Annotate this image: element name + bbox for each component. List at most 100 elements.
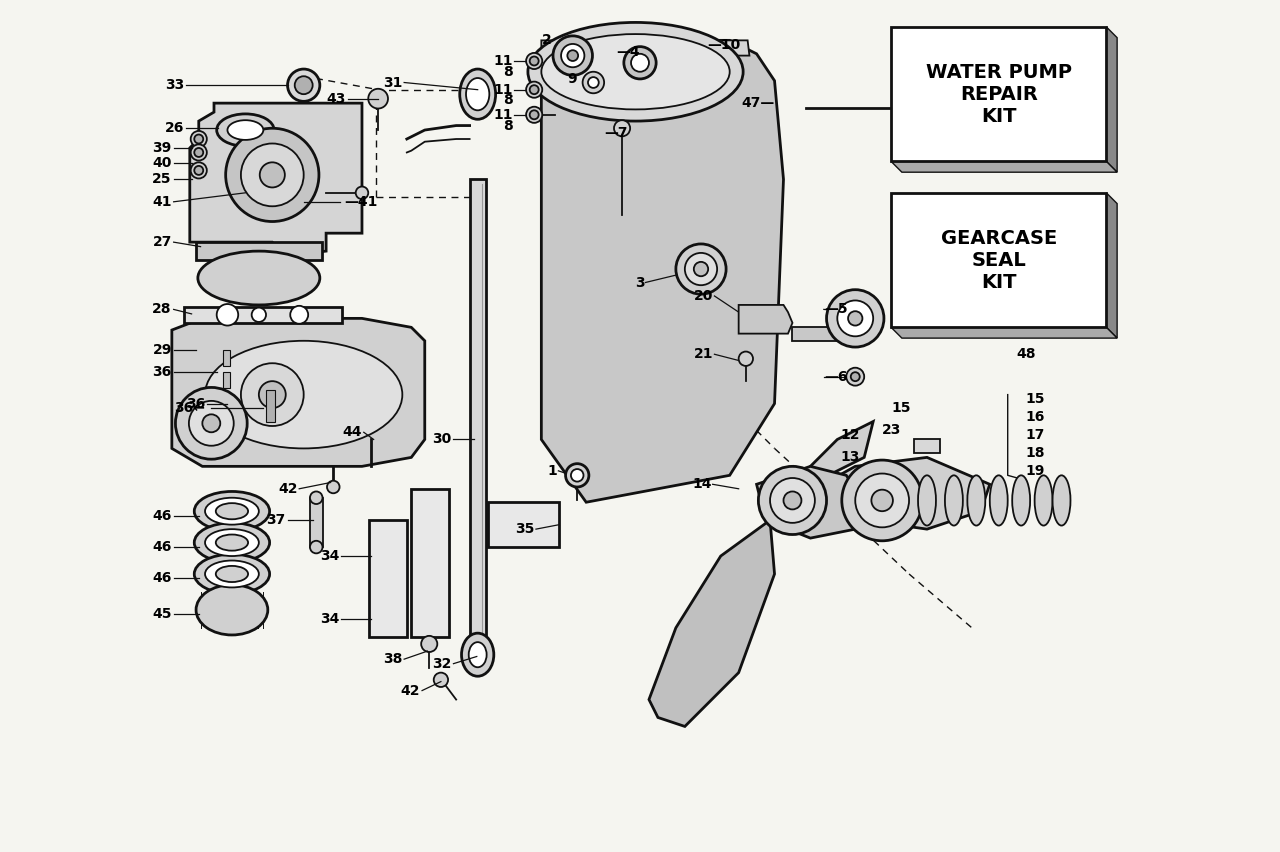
Ellipse shape — [918, 475, 936, 526]
Text: 35: 35 — [515, 522, 534, 536]
Circle shape — [685, 253, 717, 285]
Text: 36: 36 — [186, 396, 205, 411]
Circle shape — [694, 262, 708, 276]
Text: 41: 41 — [152, 195, 172, 209]
Circle shape — [294, 76, 312, 95]
Text: —5: —5 — [824, 302, 847, 316]
Circle shape — [191, 163, 207, 178]
Ellipse shape — [195, 555, 270, 594]
Circle shape — [260, 163, 285, 187]
Polygon shape — [815, 458, 989, 529]
Bar — [223, 372, 230, 389]
Ellipse shape — [1052, 475, 1070, 526]
Text: 8: 8 — [503, 65, 513, 78]
Circle shape — [614, 120, 630, 136]
Text: 15: 15 — [891, 401, 910, 415]
Text: —7: —7 — [604, 126, 627, 140]
Text: GEARCASE
SEAL
KIT: GEARCASE SEAL KIT — [941, 228, 1057, 291]
Circle shape — [252, 308, 266, 322]
Text: 26: 26 — [165, 121, 184, 135]
Circle shape — [567, 50, 579, 61]
Text: 30: 30 — [433, 433, 452, 446]
Circle shape — [582, 72, 604, 93]
Text: 28: 28 — [152, 302, 172, 316]
Text: —10: —10 — [708, 37, 741, 52]
Text: 27: 27 — [152, 235, 172, 249]
Circle shape — [241, 143, 303, 206]
Text: 39: 39 — [152, 141, 172, 155]
Circle shape — [739, 352, 753, 366]
Text: 46: 46 — [152, 509, 172, 522]
Text: 13: 13 — [841, 451, 860, 464]
Text: 40: 40 — [152, 156, 172, 170]
Circle shape — [842, 460, 923, 541]
Circle shape — [561, 44, 585, 67]
Bar — [488, 502, 559, 547]
Circle shape — [530, 110, 539, 119]
Text: —4: —4 — [616, 45, 640, 59]
Polygon shape — [541, 40, 783, 502]
Circle shape — [225, 129, 319, 222]
Text: 29: 29 — [152, 343, 172, 357]
Circle shape — [526, 106, 543, 123]
Circle shape — [855, 474, 909, 527]
Bar — [223, 350, 230, 366]
Text: 34: 34 — [320, 549, 339, 563]
Circle shape — [216, 304, 238, 325]
Circle shape — [195, 135, 204, 143]
Circle shape — [434, 672, 448, 687]
Circle shape — [758, 466, 827, 534]
Text: 34: 34 — [320, 612, 339, 626]
Bar — [891, 27, 1106, 161]
Ellipse shape — [205, 498, 259, 525]
Polygon shape — [184, 307, 342, 323]
Circle shape — [191, 144, 207, 160]
Text: 18: 18 — [1025, 446, 1046, 460]
Text: 38: 38 — [383, 652, 402, 666]
Ellipse shape — [1034, 475, 1052, 526]
Polygon shape — [792, 327, 855, 341]
Text: 11: 11 — [493, 108, 513, 122]
Circle shape — [202, 414, 220, 432]
Circle shape — [571, 469, 584, 481]
Ellipse shape — [195, 492, 270, 531]
Text: 8: 8 — [503, 94, 513, 107]
Circle shape — [846, 368, 864, 386]
Polygon shape — [1106, 27, 1117, 172]
Circle shape — [588, 78, 599, 88]
Circle shape — [553, 36, 593, 75]
Bar — [891, 193, 1106, 327]
Text: 48: 48 — [1016, 348, 1037, 361]
Circle shape — [783, 492, 801, 509]
Bar — [411, 489, 449, 636]
Text: 12: 12 — [840, 428, 860, 442]
Ellipse shape — [205, 529, 259, 556]
Ellipse shape — [228, 120, 264, 140]
Circle shape — [310, 541, 323, 553]
Text: 3: 3 — [635, 275, 645, 290]
Circle shape — [771, 478, 815, 523]
Circle shape — [631, 54, 649, 72]
Polygon shape — [891, 161, 1117, 172]
Text: 42: 42 — [401, 683, 420, 698]
Ellipse shape — [216, 566, 248, 582]
Text: 17: 17 — [1025, 428, 1044, 442]
Ellipse shape — [541, 34, 730, 109]
Circle shape — [872, 490, 893, 511]
Circle shape — [326, 481, 339, 493]
Text: 25: 25 — [152, 172, 172, 187]
Text: 46: 46 — [152, 540, 172, 554]
Circle shape — [530, 56, 539, 66]
Text: WATER PUMP
REPAIR
KIT: WATER PUMP REPAIR KIT — [925, 63, 1071, 125]
Text: 37: 37 — [266, 513, 285, 527]
Ellipse shape — [205, 341, 402, 448]
Circle shape — [623, 47, 657, 79]
Circle shape — [526, 82, 543, 98]
Circle shape — [310, 492, 323, 504]
Ellipse shape — [195, 523, 270, 562]
Text: 46: 46 — [152, 572, 172, 585]
Circle shape — [849, 311, 863, 325]
Polygon shape — [196, 242, 321, 260]
Text: 21: 21 — [694, 348, 713, 361]
Ellipse shape — [468, 642, 486, 667]
